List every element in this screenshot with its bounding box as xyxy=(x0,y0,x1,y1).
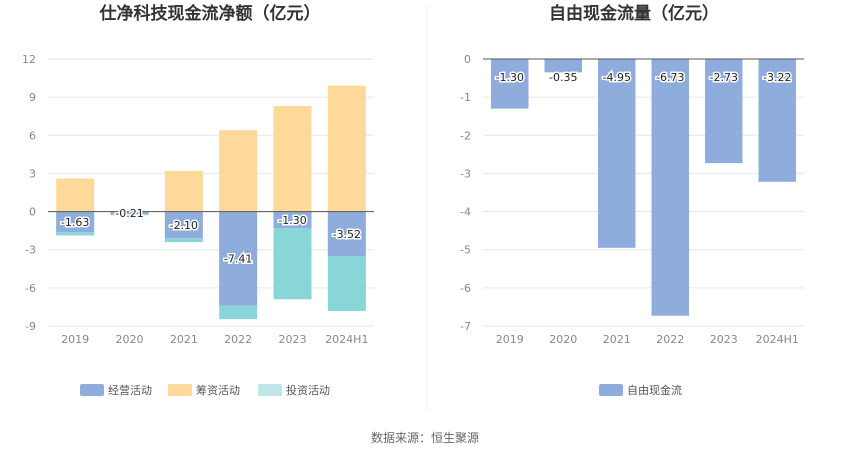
y-tick-label: 3 xyxy=(29,167,36,180)
data-label: -0.21 xyxy=(115,207,143,220)
data-label: -1.30 xyxy=(278,214,306,227)
legend-swatch-fcf xyxy=(599,384,623,396)
data-source-note: 数据来源：恒生聚源 xyxy=(371,430,479,445)
x-tick-label: 2024H1 xyxy=(756,333,799,346)
y-tick-label: -9 xyxy=(25,320,36,333)
bar-fcf xyxy=(651,59,689,316)
data-label: -1.63 xyxy=(61,216,89,229)
y-tick-label: -3 xyxy=(460,167,471,180)
chart1-legend: 经营活动 筹资活动 投资活动 xyxy=(80,383,330,397)
bar-operating xyxy=(56,211,95,233)
y-tick-label: 0 xyxy=(29,206,36,219)
data-label: -6.73 xyxy=(656,71,684,84)
bar-investing xyxy=(219,305,258,320)
data-label: -0.35 xyxy=(549,71,577,84)
bar-investing xyxy=(110,214,149,216)
bar-fcf xyxy=(705,59,743,164)
bar-operating xyxy=(219,211,258,306)
x-tick-label: 2020 xyxy=(116,333,144,346)
data-label: -1.30 xyxy=(496,71,524,84)
chart2-bars xyxy=(491,59,796,316)
cashflow-net-chart: 仕净科技现金流净额（亿元） -9 -6 -3 0 3 6 9 12 2019 2020 2021 20… xyxy=(22,3,374,397)
legend-label-fcf: 自由现金流 xyxy=(627,383,682,397)
bar-financing xyxy=(219,130,258,212)
x-tick-label: 2023 xyxy=(710,333,738,346)
bar-fcf xyxy=(544,59,582,73)
x-tick-label: 2019 xyxy=(61,333,89,346)
bar-financing xyxy=(164,170,203,212)
data-label: -3.22 xyxy=(763,71,791,84)
bar-fcf xyxy=(758,59,796,182)
chart1-gridlines xyxy=(48,58,374,327)
legend-swatch-operating xyxy=(80,384,104,396)
bar-operating xyxy=(273,211,312,229)
y-tick-label: 12 xyxy=(22,53,36,66)
data-label: -2.10 xyxy=(170,219,198,232)
chart1-axis: -9 -6 -3 0 3 6 9 12 2019 2020 2021 2022 2023 2024H1 xyxy=(22,53,374,346)
chart1-data-labels: -1.63 -0.21 -2.10 -7.41 -1.30 -3.52 xyxy=(59,205,362,267)
free-cashflow-chart: 自由现金流量（亿元） -7 -6 -5 -4 -3 -2 -1 0 2019 2020 2021 20… xyxy=(460,3,804,397)
x-tick-label: 2021 xyxy=(170,333,198,346)
chart2-data-labels: -1.30 -0.35 -4.95 -6.73 -2.73 -3.22 xyxy=(494,70,793,86)
chart2-axis: -7 -6 -5 -4 -3 -2 -1 0 2019 2020 2021 2022 2023 2024H… xyxy=(460,53,804,346)
chart1-title: 仕净科技现金流净额（亿元） xyxy=(99,3,321,24)
y-tick-label: -7 xyxy=(460,320,471,333)
y-tick-label: -2 xyxy=(460,129,471,142)
chart1-bars xyxy=(56,85,366,320)
y-tick-label: 0 xyxy=(464,53,471,66)
x-tick-label: 2022 xyxy=(656,333,684,346)
y-tick-label: -6 xyxy=(25,282,36,295)
x-tick-label: 2021 xyxy=(603,333,631,346)
bar-operating xyxy=(327,211,366,257)
x-tick-label: 2019 xyxy=(496,333,524,346)
y-tick-label: 9 xyxy=(29,91,36,104)
legend-label-investing: 投资活动 xyxy=(286,383,330,397)
data-label: -3.52 xyxy=(333,228,361,241)
y-tick-label: -6 xyxy=(460,282,471,295)
chart2-legend: 自由现金流 xyxy=(599,383,682,397)
bar-fcf xyxy=(491,59,529,109)
bar-operating xyxy=(110,211,149,215)
chart2-title: 自由现金流量（亿元） xyxy=(549,3,719,24)
bar-investing xyxy=(327,256,366,311)
y-tick-label: -4 xyxy=(460,206,471,219)
legend-swatch-investing xyxy=(258,384,282,396)
data-label: -7.41 xyxy=(224,253,252,266)
x-tick-label: 2022 xyxy=(224,333,252,346)
x-tick-label: 2023 xyxy=(279,333,307,346)
y-tick-label: -1 xyxy=(460,91,471,104)
y-tick-label: -3 xyxy=(25,244,36,257)
y-tick-label: 6 xyxy=(29,129,36,142)
bar-investing xyxy=(164,238,203,243)
legend-label-financing: 筹资活动 xyxy=(196,383,240,397)
bar-financing xyxy=(273,106,312,212)
legend-swatch-financing xyxy=(168,384,192,396)
chart2-gridlines xyxy=(483,58,804,327)
bar-fcf xyxy=(598,59,636,248)
legend-label-operating: 经营活动 xyxy=(108,383,152,397)
bar-financing xyxy=(56,178,95,212)
data-label: -4.95 xyxy=(603,71,631,84)
bar-operating xyxy=(164,211,203,239)
bar-investing xyxy=(56,232,95,236)
y-tick-label: -5 xyxy=(460,244,471,257)
bar-investing xyxy=(273,228,312,300)
x-tick-label: 2024H1 xyxy=(325,333,368,346)
data-label: -2.73 xyxy=(710,71,738,84)
bar-financing xyxy=(327,85,366,212)
x-tick-label: 2020 xyxy=(549,333,577,346)
